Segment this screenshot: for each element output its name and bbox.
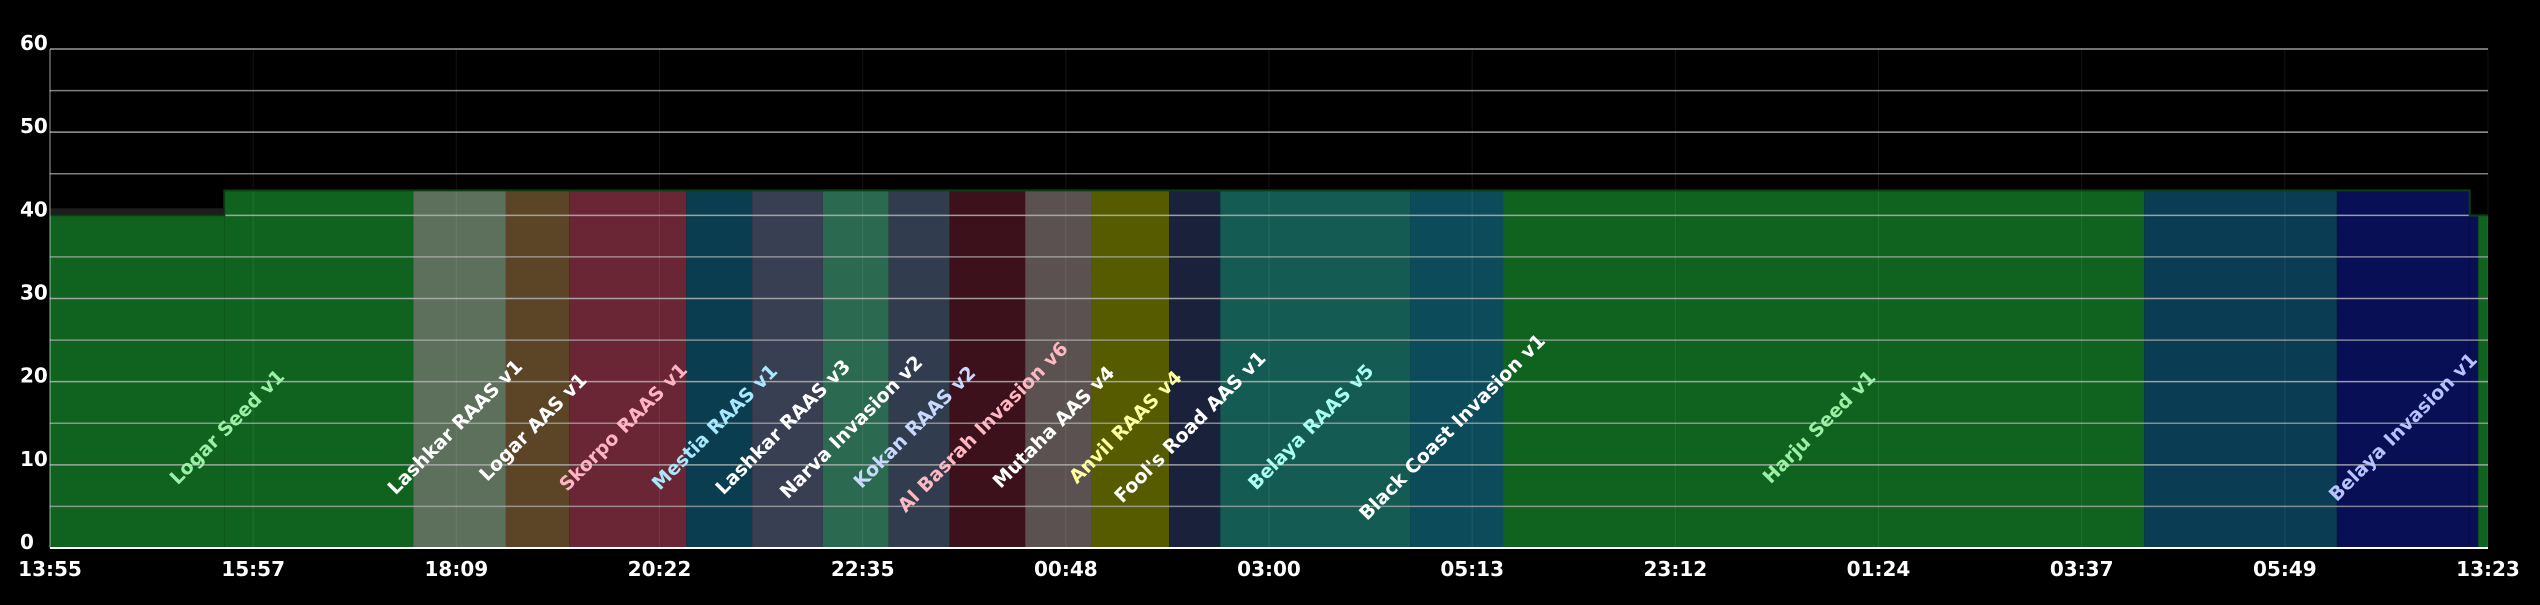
x-tick-label: 01:24 [1847, 557, 1911, 581]
x-tick-label: 15:57 [221, 557, 285, 581]
segment-bar [1220, 190, 1411, 548]
y-tick-label: 50 [20, 114, 48, 138]
y-tick-label: 10 [20, 447, 48, 471]
y-tick-label: 30 [20, 281, 48, 305]
x-tick-label: 18:09 [424, 557, 488, 581]
segment-bar [949, 190, 1026, 548]
segment-bar [1503, 190, 2145, 548]
player-count-line [50, 189, 2488, 217]
series-line [50, 189, 2488, 217]
x-tick-label: 20:22 [628, 557, 692, 581]
segment-bar [1169, 190, 1221, 548]
axes: 0 10 20 30 40 50 60 13:55 15:57 18:09 20:22 22:35 00… [18, 31, 2520, 581]
x-tick-label: 03:00 [1237, 557, 1301, 581]
segment-bar [1091, 190, 1170, 548]
segment-bar [1410, 190, 1504, 548]
map-segments [50, 190, 2488, 549]
gridlines [49, 48, 2489, 549]
x-tick-label: 03:37 [2050, 557, 2114, 581]
segment-bar [1025, 190, 1092, 548]
x-tick-label: 05:49 [2253, 557, 2317, 581]
x-tick-label: 05:13 [1440, 557, 1504, 581]
y-tick-label: 20 [20, 364, 48, 388]
x-tick-label: 13:55 [18, 557, 82, 581]
segment-bar [505, 190, 570, 548]
y-tick-label: 0 [20, 530, 34, 554]
x-tick-label: 00:48 [1034, 557, 1098, 581]
y-tick-label: 60 [20, 31, 48, 55]
segment-bar [569, 190, 687, 548]
y-tick-label: 40 [20, 197, 48, 221]
segment-bar [822, 190, 889, 548]
x-tick-label: 22:35 [831, 557, 895, 581]
segment-bar [2144, 190, 2337, 548]
segment-bar [2336, 190, 2470, 548]
segment-bar [224, 190, 414, 548]
x-tick-label: 13:23 [2456, 557, 2520, 581]
segment-bar [686, 190, 753, 548]
segment-bar [752, 190, 823, 548]
segment-bar [413, 190, 506, 548]
segment-bar [888, 190, 950, 548]
x-tick-label: 23:12 [1643, 557, 1707, 581]
